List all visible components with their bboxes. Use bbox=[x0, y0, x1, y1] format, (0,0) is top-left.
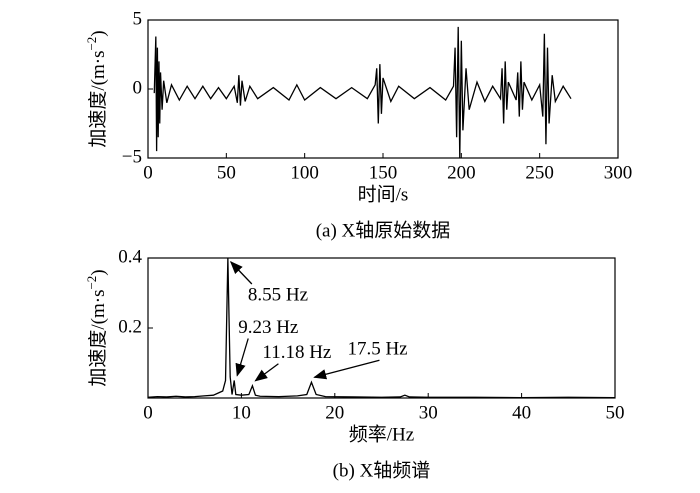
plot-frame bbox=[147, 257, 616, 399]
annotation-arrow bbox=[313, 359, 380, 380]
x-tick-label: 200 bbox=[447, 162, 476, 183]
x-tick-label: 300 bbox=[604, 162, 633, 183]
annotation: 8.55 Hz bbox=[248, 284, 308, 305]
x-axis-label: 频率/Hz bbox=[349, 423, 414, 445]
x-tick-label: 20 bbox=[325, 402, 344, 423]
caption: (b) X轴频谱 bbox=[333, 459, 431, 481]
annotation: 17.5 Hz bbox=[347, 339, 407, 360]
y-tick-label: 0.4 bbox=[118, 246, 142, 267]
y-tick-label: 0.2 bbox=[118, 316, 142, 337]
y-axis-label: 加速度/(m·s−2) bbox=[84, 269, 109, 386]
y-axis-label-end: ) bbox=[88, 269, 109, 275]
data-line bbox=[153, 26, 572, 159]
x-tick-label: 0 bbox=[143, 162, 153, 183]
x-tick-label: 100 bbox=[290, 162, 319, 183]
annotation-arrow bbox=[229, 261, 253, 285]
x-tick-label: 30 bbox=[419, 402, 438, 423]
x-tick-label: 150 bbox=[369, 162, 398, 183]
x-tick-label: 50 bbox=[606, 402, 625, 423]
annotation: 9.23 Hz bbox=[238, 317, 298, 338]
y-tick-label: 0 bbox=[133, 77, 143, 98]
x-tick-label: 0 bbox=[143, 402, 153, 423]
y-axis-label-sup: −2 bbox=[84, 37, 99, 51]
annotation-arrow bbox=[254, 363, 279, 382]
y-axis-label-text: 加速度/(m·s bbox=[87, 290, 109, 387]
x-tick-label: 40 bbox=[512, 402, 531, 423]
annotation-arrow bbox=[235, 338, 249, 377]
x-tick-label: 50 bbox=[217, 162, 236, 183]
x-tick-label: 250 bbox=[525, 162, 554, 183]
x-axis-label: 时间/s bbox=[358, 183, 409, 205]
data-line bbox=[147, 257, 616, 399]
y-tick-label: 5 bbox=[133, 8, 143, 29]
caption: (a) X轴原始数据 bbox=[316, 219, 451, 241]
x-tick-label: 10 bbox=[232, 402, 251, 423]
y-axis-label: 加速度/(m·s−2) bbox=[84, 30, 109, 147]
y-axis-label-text: 加速度/(m·s bbox=[87, 51, 109, 148]
y-axis-label-end: ) bbox=[88, 30, 109, 36]
y-axis-label-sup: −2 bbox=[84, 276, 99, 290]
annotation: 11.18 Hz bbox=[262, 342, 331, 363]
y-tick-label: −5 bbox=[122, 146, 142, 167]
